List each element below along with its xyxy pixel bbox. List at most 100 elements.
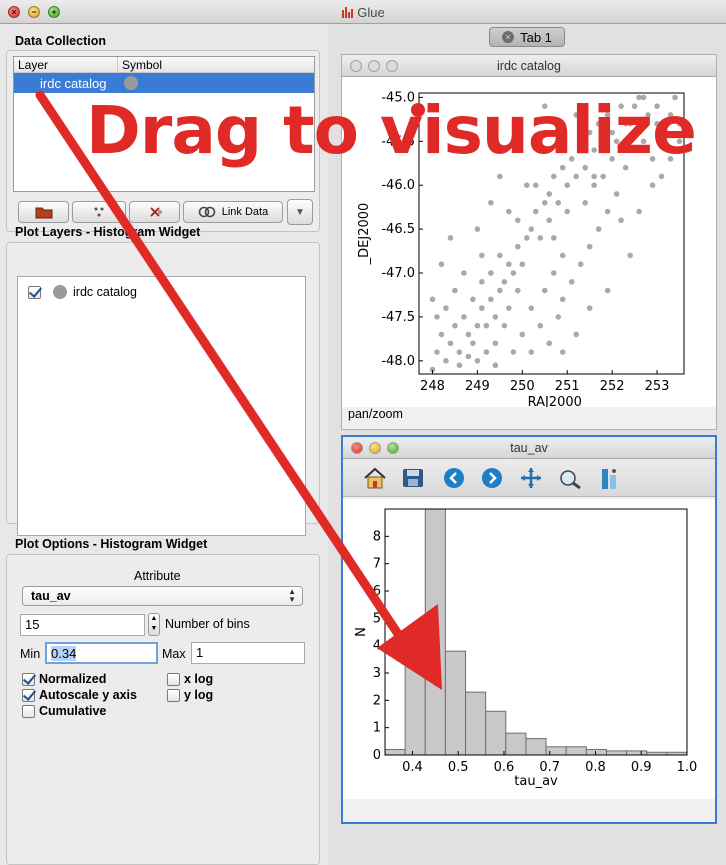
hist-minimize-icon[interactable] [369,442,381,454]
maximize-window-icon[interactable]: + [48,6,60,18]
scatter-point [577,261,584,268]
scatter-point [470,340,476,347]
scatter-point [573,173,580,180]
scatter-point [447,235,454,241]
scatter-point [479,278,485,285]
scatter-point [672,94,678,101]
max-input[interactable]: 1 [191,642,305,664]
scatter-y-axis-label: _DEJ2000 [357,203,372,266]
normalized-checkbox[interactable] [22,672,35,686]
scatter-point [523,182,530,189]
scatter-point [528,349,535,355]
xlog-checkbox[interactable] [167,672,180,686]
folder-icon [35,207,52,219]
splitter-handle[interactable] [158,210,162,214]
scatter-point [515,243,521,250]
scatter-point [523,235,530,241]
bins-stepper[interactable]: ▲ ▼ [148,613,160,636]
min-input[interactable]: 0.34 [45,642,158,664]
scatter-point [604,112,611,118]
scatter-status: pan/zoom [348,407,403,421]
autoscale-label: Autoscale y axis [39,688,137,702]
scatter-y-tick-label: -47.0 [381,266,415,281]
scatter-point [501,278,508,285]
hist-x-tick-label: 1.0 [677,760,698,775]
minimize-window-icon[interactable]: − [28,6,40,18]
bins-input[interactable]: 15 [20,614,145,636]
scatter-x-tick-label: 251 [555,379,580,394]
configure-icon[interactable] [599,467,619,491]
plot-layers-title: Plot Layers - Histogram Widget [15,225,201,239]
home-icon[interactable] [363,467,387,489]
close-window-icon[interactable]: × [8,6,20,18]
pan-icon[interactable] [519,467,543,489]
scatter-point [618,103,624,109]
link-icon [198,206,216,218]
min-label: Min [20,647,41,661]
scatter-point [532,182,539,189]
scatter-close-icon[interactable] [350,60,362,72]
hist-x-tick-label: 0.9 [631,760,652,775]
forward-icon[interactable] [481,467,503,489]
hist-maximize-icon[interactable] [387,442,399,454]
cumulative-checkbox[interactable] [22,704,35,718]
tab-1[interactable]: × Tab 1 [489,27,565,47]
mpl-toolbar [343,459,715,497]
tab-close-icon[interactable]: × [502,31,515,43]
data-collection-title: Data Collection [15,34,106,48]
scatter-point [573,331,580,338]
link-data-label: Link Data [221,206,269,218]
scatter-point [497,173,503,180]
scatter-point [474,358,481,364]
load-data-button[interactable] [18,201,69,223]
scatter-point [479,252,485,259]
max-label: Max [162,647,186,661]
scatter-point [586,243,593,250]
scatter-point [488,296,494,303]
normalized-label: Normalized [39,672,107,686]
histogram-bar [525,738,547,756]
ylog-option[interactable]: y log [167,688,213,702]
zoom-icon[interactable] [559,467,583,489]
column-header-symbol[interactable]: Symbol [122,58,163,72]
scatter-point [465,353,472,360]
scatter-point [559,296,566,303]
ylog-checkbox[interactable] [167,688,180,702]
scatter-x-tick-label: 253 [645,379,670,394]
data-options-dropdown[interactable]: ▼ [287,199,313,225]
scatter-minimize-icon[interactable] [368,60,380,72]
scatter-point [488,199,494,206]
delete-data-button[interactable] [129,201,180,223]
merge-data-button[interactable] [72,201,126,223]
column-header-layer[interactable]: Layer [14,57,118,72]
scatter-point [591,182,597,189]
hist-close-icon[interactable] [351,442,363,454]
plot-layer-item[interactable]: irdc catalog [28,285,137,299]
scatter-point [636,94,642,101]
link-data-button[interactable]: Link Data [183,201,283,223]
back-icon[interactable] [443,467,465,489]
attribute-select[interactable]: tau_av ▲ ▼ [22,586,303,606]
scatter-point [618,217,624,224]
layer-row-irdc-catalog[interactable]: irdc catalog [14,73,314,93]
plot-layer-checkbox[interactable] [28,285,41,299]
cumulative-option[interactable]: Cumulative [22,704,106,718]
scatter-point [631,103,638,109]
autoscale-checkbox[interactable] [22,688,35,702]
save-icon[interactable] [401,467,425,489]
histogram-bar [585,749,607,756]
normalized-option[interactable]: Normalized [22,672,106,686]
window-title: Glue [0,5,726,20]
bins-label: Number of bins [165,617,250,631]
histogram-plot[interactable]: 0.4 0.5 0.6 0.7 0.8 0.9 1.0 0 1 2 3 4 5 6 7 8 tau_av N [343,499,715,799]
scatter-point [515,287,521,294]
xlog-option[interactable]: x log [167,672,213,686]
symbol-marker[interactable] [124,76,138,90]
scatter-point [586,305,593,311]
scatter-point [519,331,526,338]
histogram-window: tau_av 0.4 0.5 0.6 0.7 0.8 0.9 1.0 0 1 2 3 4 5 6 7 8 tau… [341,435,717,824]
xlog-label: x log [184,672,214,686]
scatter-maximize-icon[interactable] [386,60,398,72]
scatter-window-titlebar: irdc catalog [342,55,716,77]
autoscale-option[interactable]: Autoscale y axis [22,688,137,702]
